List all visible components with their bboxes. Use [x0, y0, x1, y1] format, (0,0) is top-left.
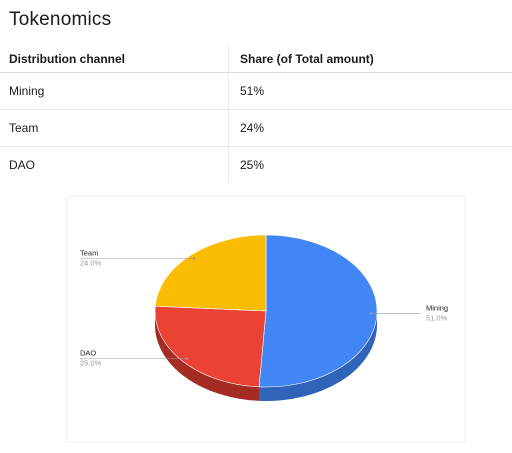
cell-share: 24% — [240, 121, 265, 135]
table-row: DAO 25% — [0, 147, 512, 183]
column-header-channel: Distribution channel — [0, 45, 229, 72]
pie-leader-dot-dao — [185, 357, 189, 360]
cell-share: 25% — [240, 158, 265, 172]
column-header-share: Share (of Total amount) — [240, 51, 374, 66]
table-row: Team 24% — [0, 110, 512, 147]
pie-slice-dao — [154, 305, 267, 388]
pie-label-dao: DAO — [80, 349, 96, 358]
pie-leader-dot-mining — [370, 312, 373, 315]
pie-value-dao: 25.0% — [80, 359, 102, 368]
cell-share: 51% — [240, 84, 265, 98]
pie-label-team: Team — [80, 248, 98, 257]
pie-leader-dot-team — [192, 257, 196, 260]
table-header-row: Distribution channel Share (of Total amo… — [0, 45, 512, 73]
page-title: Tokenomics — [9, 9, 112, 30]
table-row: Mining 51% — [0, 73, 512, 110]
pie-label-mining: Mining — [426, 303, 448, 312]
cell-channel: Mining — [0, 73, 229, 109]
cell-channel: DAO — [0, 147, 229, 183]
pie-slice-side-mining — [259, 311, 377, 401]
pie-slice-side-dao — [155, 311, 260, 401]
cell-channel: Team — [0, 110, 229, 146]
pie-slice-team — [154, 234, 267, 312]
pie-chart-card: Mining 51.0% DAO 25.0% Team 24.0% — [67, 196, 465, 442]
pie-value-team: 24.0% — [80, 258, 102, 267]
pie-value-mining: 51.0% — [426, 313, 448, 322]
tokenomics-table: Distribution channel Share (of Total amo… — [0, 45, 512, 183]
